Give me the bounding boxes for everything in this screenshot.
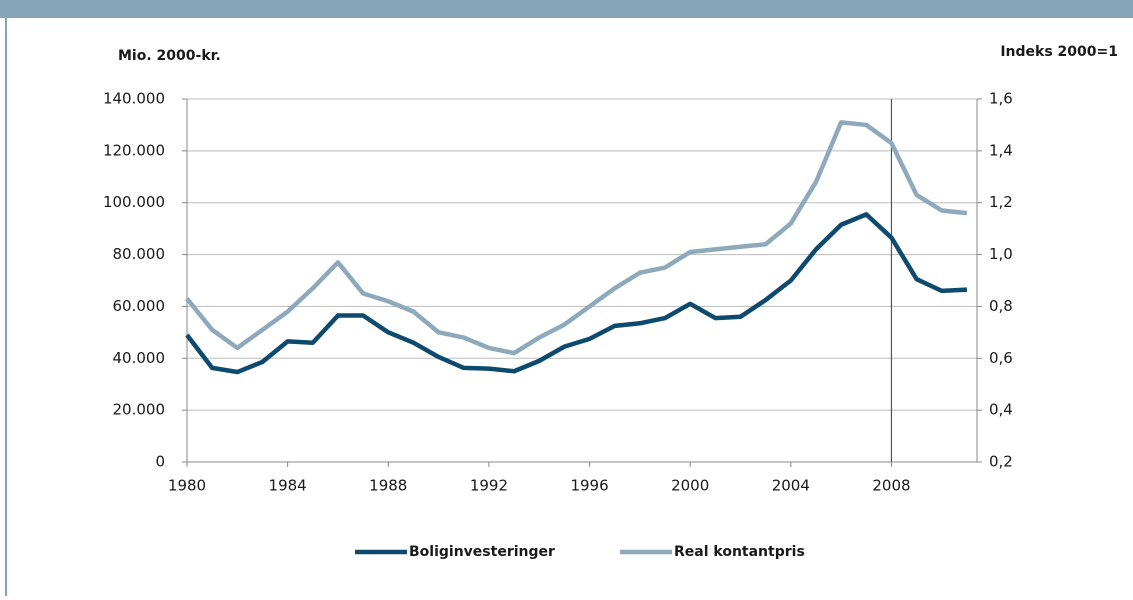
x-tick-label: 1980 (168, 477, 206, 495)
legend-label: Real kontantpris (674, 544, 805, 560)
legend-label: Boliginvesteringer (409, 544, 555, 560)
y2-tick-label: 0,8 (989, 297, 1013, 315)
y2-tick-label: 1,2 (989, 193, 1013, 211)
y2-axis-label: Indeks 2000=1 (1000, 44, 1118, 60)
x-tick-label: 1996 (570, 477, 608, 495)
x-tick-label: 1984 (269, 477, 307, 495)
y-tick-label: 20.000 (113, 401, 166, 419)
y-tick-label: 60.000 (113, 297, 166, 315)
y-axis-label: Mio. 2000-kr. (118, 48, 221, 64)
x-tick-label: 2008 (872, 477, 910, 495)
y2-tick-label: 1,0 (989, 245, 1013, 263)
y2-tick-label: 0,2 (989, 453, 1013, 471)
y-tick-label: 120.000 (103, 141, 165, 159)
y-tick-label: 0 (155, 453, 165, 471)
x-tick-label: 1988 (369, 477, 407, 495)
y2-tick-label: 1,4 (989, 141, 1013, 159)
y-tick-label: 100.000 (103, 193, 165, 211)
y2-tick-label: 0,6 (989, 349, 1013, 367)
x-tick-label: 1992 (470, 477, 508, 495)
x-tick-label: 2004 (772, 477, 810, 495)
y2-tick-label: 0,4 (989, 401, 1013, 419)
x-tick-label: 2000 (671, 477, 709, 495)
y-tick-label: 80.000 (113, 245, 166, 263)
y-tick-label: 40.000 (113, 349, 166, 367)
series-line (185, 212, 968, 375)
series-line (185, 120, 968, 356)
y-tick-label: 140.000 (103, 90, 165, 108)
y2-tick-label: 1,6 (989, 90, 1013, 108)
header-band (0, 0, 1133, 18)
